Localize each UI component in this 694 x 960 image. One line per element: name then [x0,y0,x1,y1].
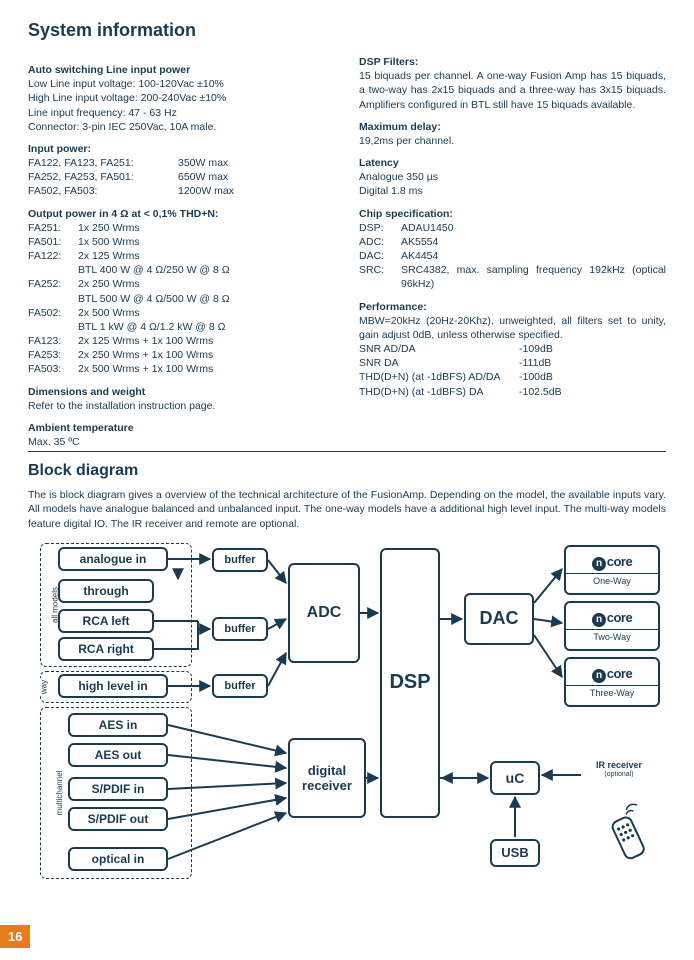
block-diagram-text: The is block diagram gives a overview of… [28,488,666,531]
performance-text: MBW=20kHz (20Hz-20Khz), unweighted, all … [359,314,666,342]
ncore-circle-icon: n [592,557,606,571]
through-box: through [58,579,154,603]
chip-row: DAC:AK4454 [359,249,666,263]
output-row: FA503:2x 500 Wrms + 1x 100 Wrms [28,362,335,376]
chip-row: ADC:AK5554 [359,235,666,249]
aes-out-box: AES out [68,743,168,767]
output-row: FA501:1x 500 Wrms [28,235,335,249]
group-label: way [40,678,49,696]
auto-line: High Line input voltage: 200-240Vac ±10% [28,91,335,105]
auto-line: Line input frequency: 47 - 63 Hz [28,106,335,120]
ambient-text: Max. 35 ºC [28,435,335,449]
right-column: DSP Filters: 15 biquads per channel. A o… [359,55,666,449]
high-level-in-box: high level in [58,674,168,698]
dsp-box: DSP [380,548,440,818]
buffer-box: buffer [212,617,268,641]
ncore-two-way: ncore Two-Way [564,601,660,651]
latency-title: Latency [359,156,666,170]
auto-switching-title: Auto switching Line input power [28,63,335,77]
ncore-one-way: ncore One-Way [564,545,660,595]
page: System information Auto switching Line i… [0,0,694,960]
output-row: FA253:2x 250 Wrms + 1x 100 Wrms [28,348,335,362]
ncore-sub: Three-Way [566,685,658,698]
rca-right-box: RCA right [58,637,154,661]
max-delay-text: 19,2ms per channel. [359,134,666,148]
spdif-in-box: S/PDIF in [68,777,168,801]
input-power-title: Input power: [28,142,335,156]
spdif-out-box: S/PDIF out [68,807,168,831]
output-row: FA251:1x 250 Wrms [28,221,335,235]
output-power-title: Output power in 4 Ω at < 0,1% THD+N: [28,207,335,221]
input-row: FA122, FA123, FA251:350W max [28,156,335,170]
performance-title: Performance: [359,300,666,314]
auto-line: Low Line input voltage: 100-120Vac ±10% [28,77,335,91]
latency-line: Analogue 350 µs [359,170,666,184]
chip-row: SRC:SRC4382, max. sampling frequency 192… [359,263,666,291]
output-row: FA252:2x 250 Wrms [28,277,335,291]
ncore-circle-icon: n [592,669,606,683]
block-diagram: all models way multichannel analogue in … [28,543,664,883]
divider [28,451,666,452]
max-delay-title: Maximum delay: [359,120,666,134]
output-row: FA122:2x 125 Wrms [28,249,335,263]
dsp-filters-text: 15 biquads per channel. A one-way Fusion… [359,69,666,112]
two-column-specs: Auto switching Line input power Low Line… [28,55,666,449]
buffer-box: buffer [212,548,268,572]
ncore-sub: One-Way [566,573,658,586]
perf-row: THD(D+N) (at -1dBFS) AD/DA-100dB [359,370,666,384]
digital-receiver-box: digital receiver [288,738,366,818]
ncore-three-way: ncore Three-Way [564,657,660,707]
page-number: 16 [0,925,30,948]
perf-row: THD(D+N) (at -1dBFS) DA-102.5dB [359,385,666,399]
auto-line: Connector: 3-pin IEC 250Vac, 10A male. [28,120,335,134]
buffer-box: buffer [212,674,268,698]
ambient-title: Ambient temperature [28,421,335,435]
ncore-logo: ncore [592,554,632,571]
ncore-sub: Two-Way [566,629,658,642]
output-row: BTL 400 W @ 4 Ω/250 W @ 8 Ω [28,263,335,277]
uc-box: uC [490,761,540,795]
output-row: BTL 1 kW @ 4 Ω/1.2 kW @ 8 Ω [28,320,335,334]
output-row: BTL 500 W @ 4 Ω/500 W @ 8 Ω [28,292,335,306]
adc-box: ADC [288,563,360,663]
perf-row: SNR DA-111dB [359,356,666,370]
input-row: FA502, FA503:1200W max [28,184,335,198]
group-label: multichannel [55,768,64,817]
optical-in-box: optical in [68,847,168,871]
perf-row: SNR AD/DA-109dB [359,342,666,356]
ir-receiver-label: IR receiver (optional) [584,761,654,779]
dac-box: DAC [464,593,534,645]
dsp-filters-title: DSP Filters: [359,55,666,69]
ncore-circle-icon: n [592,613,606,627]
aes-in-box: AES in [68,713,168,737]
usb-box: USB [490,839,540,867]
input-row: FA252, FA253, FA501:650W max [28,170,335,184]
output-row: FA123:2x 125 Wrms + 1x 100 Wrms [28,334,335,348]
block-diagram-title: Block diagram [28,462,666,480]
rca-left-box: RCA left [58,609,154,633]
left-column: Auto switching Line input power Low Line… [28,55,335,449]
chip-row: DSP:ADAU1450 [359,221,666,235]
page-title: System information [28,20,666,41]
latency-line: Digital 1.8 ms [359,184,666,198]
dimensions-title: Dimensions and weight [28,385,335,399]
ncore-logo: ncore [592,610,632,627]
ncore-logo: ncore [592,666,632,683]
dimensions-text: Refer to the installation instruction pa… [28,399,335,413]
output-row: FA502:2x 500 Wrms [28,306,335,320]
remote-icon [595,794,663,871]
chip-spec-title: Chip specification: [359,207,666,221]
analogue-in-box: analogue in [58,547,168,571]
